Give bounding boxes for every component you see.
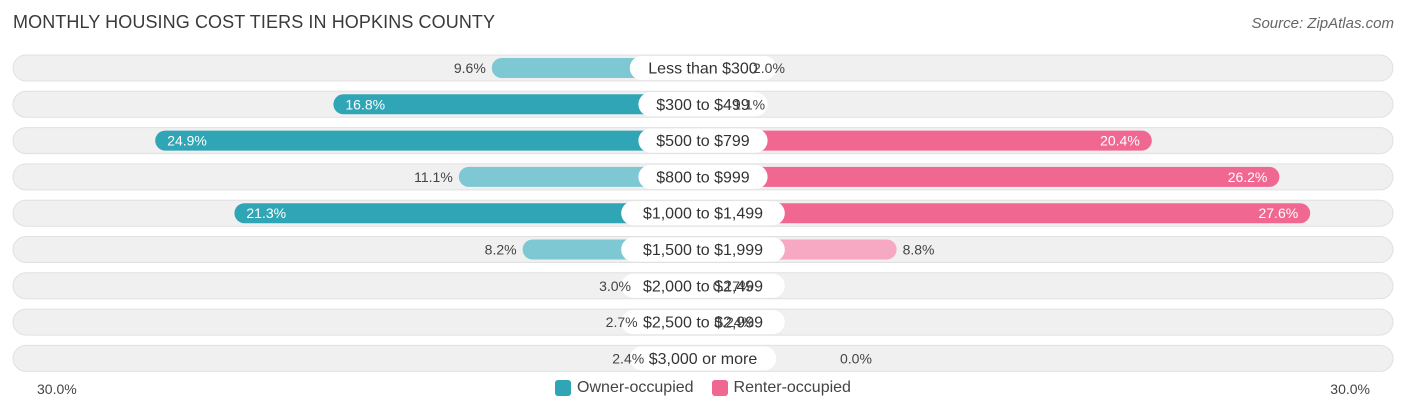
category-label: $1,500 to $1,999 xyxy=(643,242,763,259)
category-label: Less than $300 xyxy=(648,61,758,78)
category-label-bg xyxy=(638,128,768,153)
category-label-bg xyxy=(629,346,777,371)
category-label-bg xyxy=(621,201,785,226)
category-label: $3,000 or more xyxy=(649,351,758,368)
owner-bar xyxy=(155,130,703,151)
owner-value-label: 24.9% xyxy=(167,133,207,149)
owner-value-label: 21.3% xyxy=(246,205,286,221)
category-label: $1,000 to $1,499 xyxy=(643,206,763,223)
renter-bar xyxy=(703,130,1152,151)
renter-value-label: 20.4% xyxy=(1100,133,1140,149)
chart-title: MONTHLY HOUSING COST TIERS IN HOPKINS CO… xyxy=(13,12,496,32)
legend-owner-swatch xyxy=(555,380,572,396)
renter-bar xyxy=(703,166,1280,187)
owner-value-label: 2.4% xyxy=(612,350,644,366)
legend-owner[interactable]: Owner-occupied xyxy=(555,379,694,397)
category-label-bg xyxy=(621,237,785,262)
category-label: $2,000 to $2,499 xyxy=(643,278,763,295)
category-label: $2,500 to $2,999 xyxy=(643,315,763,332)
renter-value-label: 2.0% xyxy=(753,60,785,76)
renter-value-label: 8.8% xyxy=(903,242,935,258)
renter-value-label: 0.17% xyxy=(713,278,753,294)
category-label: $500 to $799 xyxy=(656,133,750,150)
axis-min-label: 30.0% xyxy=(37,381,77,397)
owner-value-label: 16.8% xyxy=(345,96,385,112)
category-label-bg xyxy=(638,164,768,189)
category-label: $800 to $999 xyxy=(656,169,750,186)
legend-renter-swatch xyxy=(711,380,728,396)
owner-value-label: 9.6% xyxy=(454,60,486,76)
category-label-bg xyxy=(638,92,768,117)
renter-value-label: 0.0% xyxy=(840,350,872,366)
chart-source: Source: ZipAtlas.com xyxy=(1251,15,1394,32)
legend-owner-label: Owner-occupied xyxy=(577,379,694,396)
renter-value-label: 26.2% xyxy=(1228,169,1268,185)
category-label-bg xyxy=(621,273,785,298)
renter-value-label: 0.24% xyxy=(714,314,754,330)
owner-value-label: 8.2% xyxy=(485,242,517,258)
owner-bar xyxy=(333,94,703,115)
category-label-bg xyxy=(621,310,785,335)
owner-value-label: 2.7% xyxy=(606,314,638,330)
category-label-bg xyxy=(629,56,777,80)
owner-value-label: 3.0% xyxy=(599,278,631,294)
legend: Owner-occupied Renter-occupied xyxy=(0,379,1406,397)
owner-bar xyxy=(234,203,703,224)
renter-bar xyxy=(703,203,1311,224)
legend-renter[interactable]: Renter-occupied xyxy=(711,379,851,397)
renter-value-label: 27.6% xyxy=(1258,205,1298,221)
legend-renter-label: Renter-occupied xyxy=(733,379,851,396)
owner-value-label: 11.1% xyxy=(414,169,453,185)
renter-value-label: 1.1% xyxy=(733,96,765,112)
category-label: $300 to $499 xyxy=(656,97,750,114)
axis-max-label: 30.0% xyxy=(1330,381,1370,397)
